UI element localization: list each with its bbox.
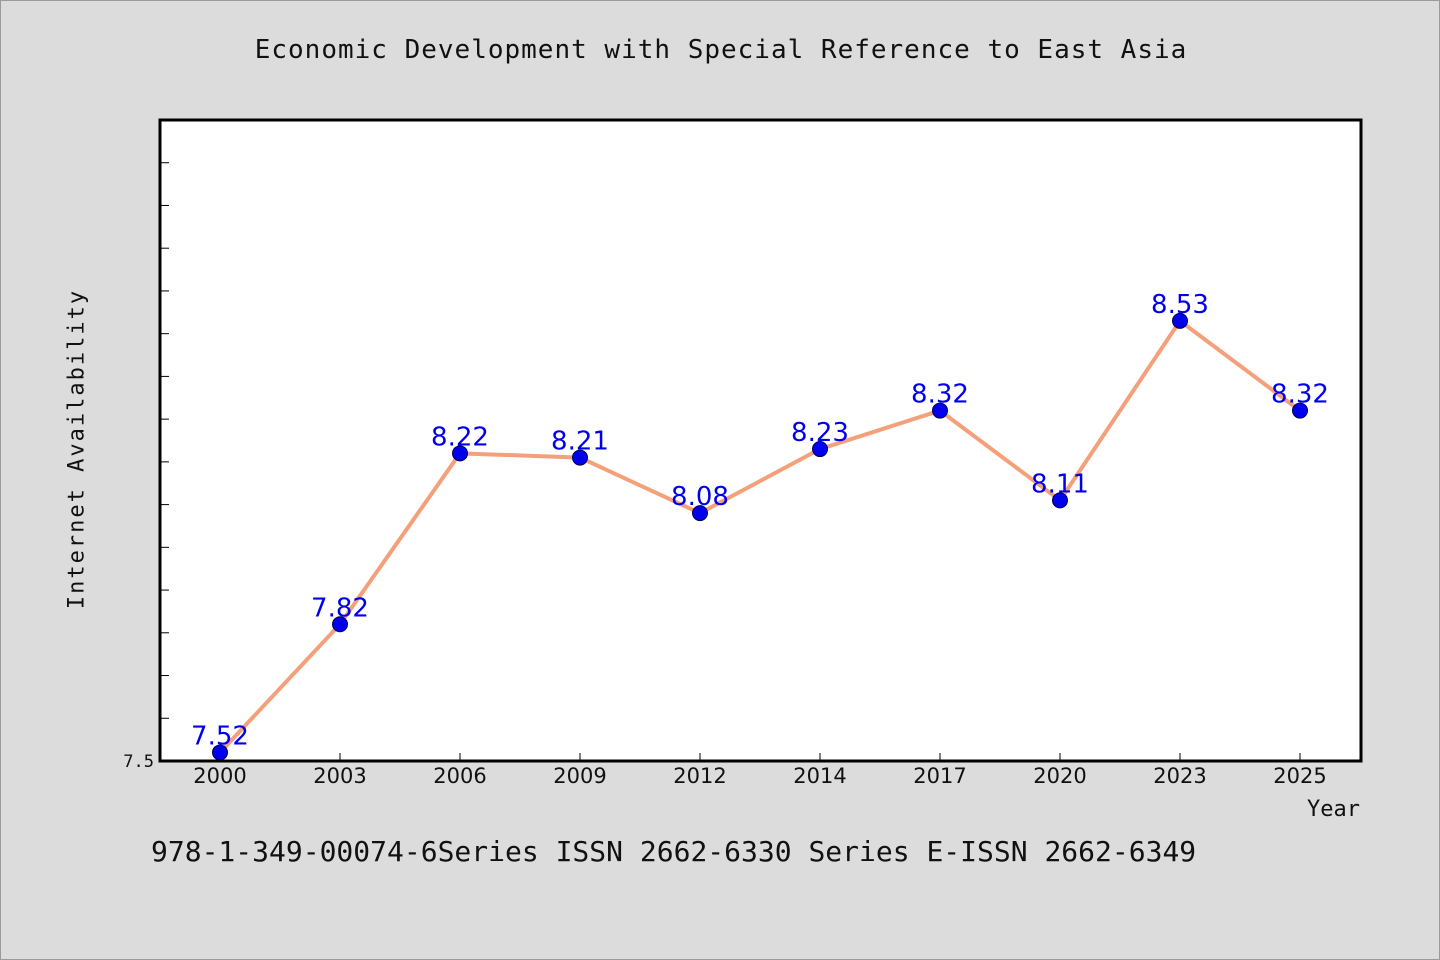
- series-line: [218, 318, 1302, 755]
- data-point: [1292, 402, 1308, 419]
- data-point: [812, 441, 828, 458]
- x-tick-label: 2023: [1153, 764, 1206, 788]
- x-tick-label: 2000: [193, 764, 246, 788]
- plot-frame: [158, 118, 1363, 763]
- data-point: [1052, 492, 1068, 509]
- data-label: 8.32: [1271, 380, 1329, 410]
- data-label: 8.32: [911, 380, 969, 410]
- data-point: [692, 505, 708, 522]
- x-tick-label: 2020: [1033, 764, 1086, 788]
- x-tick-label: 2003: [313, 764, 366, 788]
- data-label: 8.08: [671, 482, 729, 512]
- data-point: [572, 449, 588, 466]
- data-label: 8.22: [431, 422, 489, 452]
- x-axis-label: Year: [1307, 797, 1360, 822]
- x-tick-label: 2006: [433, 764, 486, 788]
- data-label: 7.82: [311, 593, 369, 623]
- x-tick-label: 2009: [553, 764, 606, 788]
- plot-area: [160, 120, 1361, 761]
- data-point: [452, 445, 468, 462]
- data-label: 8.21: [551, 427, 609, 457]
- x-tick-label: 2025: [1273, 764, 1326, 788]
- chart-title: Economic Development with Special Refere…: [254, 35, 1188, 65]
- data-point: [1172, 312, 1188, 329]
- y-tick-label: 7.5: [123, 752, 154, 772]
- x-tick-label: 2017: [913, 764, 966, 788]
- data-point: [932, 402, 948, 419]
- data-point: [332, 616, 348, 633]
- x-tick-label: 2014: [793, 764, 846, 788]
- data-label: 8.23: [791, 418, 849, 448]
- data-label: 8.11: [1031, 469, 1089, 499]
- data-label: 8.53: [1151, 290, 1209, 320]
- footnote: 978-1-349-00074-6Series ISSN 2662-6330 S…: [151, 835, 1197, 868]
- x-tick-label: 2012: [673, 764, 726, 788]
- data-label: 7.52: [191, 721, 249, 751]
